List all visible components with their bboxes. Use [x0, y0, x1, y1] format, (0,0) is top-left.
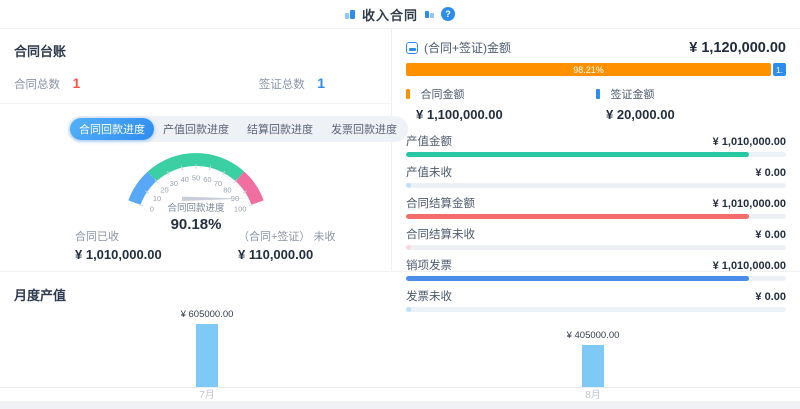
detail-row-bar: [406, 276, 786, 281]
svg-text:60: 60: [203, 175, 211, 184]
monthly-output-title: 月度产值: [14, 288, 67, 303]
svg-text:100: 100: [234, 204, 247, 213]
detail-row-value: ¥ 1,010,000.00: [712, 198, 786, 210]
visa-amount-value: ¥ 20,000.00: [606, 107, 675, 122]
detail-row-value: ¥ 1,010,000.00: [712, 260, 786, 272]
detail-row: 合同结算未收 ¥ 0.00: [406, 226, 786, 250]
payback-progress-section: 合同回款进度 产值回款进度 结算回款进度 发票回款进度 0 10 20 30 40 50 6…: [0, 104, 408, 270]
detail-row-bar: [406, 183, 786, 188]
svg-text:10: 10: [153, 194, 161, 203]
visa-total-value: 1: [317, 75, 325, 91]
detail-row-bar: [406, 214, 786, 219]
category-label: 7月: [199, 390, 215, 401]
contract-amount-segment: 98.21%: [406, 63, 771, 76]
monthly-bar: [582, 345, 604, 387]
contract-received-label: 合同已收: [75, 231, 119, 243]
detail-row-bar: [406, 245, 786, 250]
contract-total-stat: 合同总数 1: [14, 75, 80, 93]
summary-title: (合同+签证)金额: [424, 41, 512, 55]
detail-row-label: 产值金额: [406, 136, 452, 148]
detail-row-label: 合同结算未收: [406, 229, 475, 241]
detail-row-bar: [406, 307, 786, 312]
unreceived-value: ¥ 110,000.00: [238, 247, 314, 262]
detail-row-label: 销项发票: [406, 260, 452, 272]
detail-rows: 产值金额 ¥ 1,010,000.00 产值未收 ¥ 0.00 合同结算金额 ¥ 1,…: [406, 133, 786, 312]
ledger-header-section: 合同台账 合同总数 1 签证总数 1: [0, 29, 391, 104]
monthly-output-chart: ¥ 605000.00 7月 ¥ 405000.00 8月: [0, 309, 800, 401]
detail-row-bar: [406, 152, 786, 157]
payback-tabs: 合同回款进度 产值回款进度 结算回款进度 发票回款进度: [68, 116, 408, 142]
visa-total-label: 签证总数: [258, 79, 305, 91]
monthly-output-section: 月度产值 ¥ 605000.00 7月 ¥ 405000.00 8月: [0, 272, 800, 401]
contract-doc-icon: [406, 41, 418, 54]
detail-row-value: ¥ 1,010,000.00: [712, 136, 786, 148]
bar-value-label: ¥ 605000.00: [180, 309, 234, 320]
contract-received-value: ¥ 1,010,000.00: [75, 247, 162, 262]
amount-split-bar: 98.21% 1.: [406, 63, 786, 76]
chart-icon-right: [425, 10, 434, 18]
svg-text:合同回款进度: 合同回款进度: [167, 202, 225, 214]
svg-text:20: 20: [160, 186, 168, 195]
bar-value-label: ¥ 405000.00: [566, 330, 620, 341]
x-axis-line: [0, 387, 800, 388]
svg-text:90.18%: 90.18%: [171, 216, 222, 233]
detail-row-value: ¥ 0.00: [755, 291, 786, 303]
contract-amount-swatch: [406, 89, 410, 99]
detail-row-label: 合同结算金额: [406, 198, 475, 210]
summary-total-value: ¥ 1,120,000.00: [689, 39, 786, 56]
chart-icon-left: [344, 9, 355, 19]
contract-amount-value: ¥ 1,100,000.00: [416, 107, 503, 122]
detail-row-value: ¥ 0.00: [755, 167, 786, 179]
tab-settlement-payback[interactable]: 结算回款进度: [247, 124, 313, 136]
contract-ledger-panel: 合同台账 合同总数 1 签证总数 1 合同回款进度 产值回款进度 结算回: [0, 29, 408, 271]
detail-row-label: 产值未收: [406, 167, 452, 179]
contract-total-label: 合同总数: [14, 79, 60, 91]
page-title: 收入合同: [361, 7, 418, 23]
detail-row: 产值金额 ¥ 1,010,000.00: [406, 133, 786, 157]
svg-text:70: 70: [214, 179, 222, 188]
main-panels: 合同台账 合同总数 1 签证总数 1 合同回款进度 产值回款进度 结算回: [0, 29, 800, 312]
ledger-title: 合同台账: [14, 44, 67, 59]
amount-summary-panel: (合同+签证)金额 ¥ 1,120,000.00 98.21% 1. 合同金额: [392, 29, 800, 312]
visa-amount-swatch: [596, 89, 600, 99]
detail-row-label: 发票未收: [406, 291, 452, 303]
detail-row: 合同结算金额 ¥ 1,010,000.00: [406, 195, 786, 219]
svg-text:80: 80: [223, 186, 231, 195]
ledger-stats: 合同总数 1 签证总数 1: [14, 75, 377, 93]
summary-header: (合同+签证)金额 ¥ 1,120,000.00: [406, 39, 786, 56]
monthly-bar: [196, 324, 218, 387]
tab-contract-payback[interactable]: 合同回款进度: [70, 118, 154, 140]
svg-text:50: 50: [192, 174, 200, 183]
amount-legend: 合同金额 ¥ 1,100,000.00 签证金额 ¥ 20,000.00: [406, 85, 786, 122]
unreceived-stat: （合同+签证） 未收 ¥ 110,000.00: [238, 228, 335, 262]
detail-row: 销项发票 ¥ 1,010,000.00: [406, 257, 786, 281]
category-label: 8月: [585, 390, 601, 401]
detail-row: 发票未收 ¥ 0.00: [406, 288, 786, 312]
contract-received-stat: 合同已收 ¥ 1,010,000.00: [75, 228, 162, 262]
visa-amount-pct: 1.: [775, 64, 784, 75]
legend-visa-amount: 签证金额 ¥ 20,000.00: [596, 85, 786, 122]
tab-output-payback[interactable]: 产值回款进度: [163, 124, 229, 136]
help-icon[interactable]: ?: [441, 7, 455, 21]
svg-text:40: 40: [180, 175, 188, 184]
legend-contract-amount: 合同金额 ¥ 1,100,000.00: [406, 85, 596, 122]
svg-text:90: 90: [231, 194, 239, 203]
detail-row: 产值未收 ¥ 0.00: [406, 164, 786, 188]
svg-text:0: 0: [150, 204, 154, 213]
visa-total-stat: 签证总数 1: [259, 75, 325, 93]
page-header: 收入合同 ?: [0, 0, 800, 29]
visa-amount-label: 签证金额: [610, 89, 655, 101]
tab-invoice-payback[interactable]: 发票回款进度: [331, 124, 397, 136]
detail-row-value: ¥ 0.00: [755, 229, 786, 241]
contract-total-value: 1: [72, 75, 81, 91]
unreceived-label: （合同+签证） 未收: [238, 231, 336, 243]
contract-amount-pct: 98.21%: [573, 64, 604, 75]
svg-text:30: 30: [170, 179, 178, 188]
visa-amount-segment: 1.: [773, 63, 786, 76]
contract-amount-label: 合同金额: [420, 89, 465, 101]
